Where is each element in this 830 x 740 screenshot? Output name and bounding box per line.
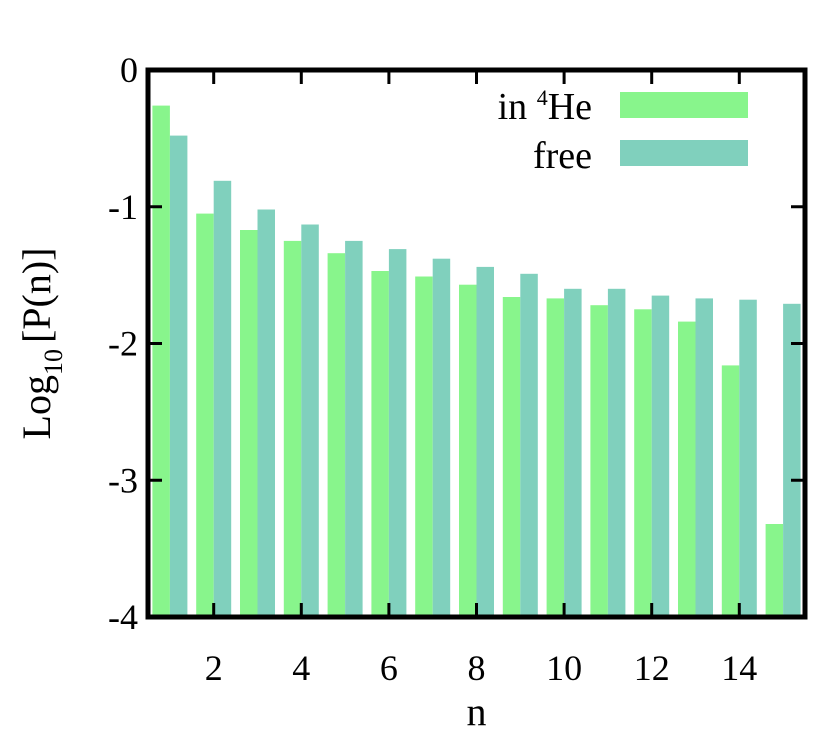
bar-free-n1	[169, 135, 188, 617]
x-axis-title: n	[467, 689, 487, 734]
bar-free-n14	[739, 299, 757, 617]
bar-free-n13	[695, 298, 713, 617]
bar-in-he-n3	[240, 230, 258, 617]
bar-in-he-n9	[502, 297, 521, 617]
legend-swatch-in-he	[620, 92, 748, 118]
bars-group	[152, 105, 801, 618]
bar-in-he-n8	[459, 284, 477, 617]
bar-free-n15	[783, 303, 801, 617]
y-tick-label: -4	[108, 597, 138, 637]
bar-free-n6	[388, 249, 407, 617]
ticks-group: 0 -1 -2 -3 -4 2 4 6 8 10 12 14	[108, 50, 805, 688]
legend: in 4He free	[498, 85, 748, 177]
bar-free-n11	[607, 288, 626, 617]
x-tick-label: 6	[380, 648, 398, 688]
bar-in-he-n5	[327, 253, 346, 617]
bar-in-he-n14	[721, 365, 740, 617]
bar-free-n5	[345, 240, 363, 617]
bar-free-n12	[651, 295, 670, 617]
y-tick-label: 0	[120, 50, 138, 90]
bar-free-n7	[432, 258, 451, 617]
bar-in-he-n2	[196, 213, 214, 617]
bar-in-he-n4	[283, 240, 302, 617]
bar-free-n4	[301, 224, 319, 617]
bar-in-he-n1	[152, 105, 170, 617]
bar-in-he-n10	[546, 298, 565, 617]
bar-in-he-n7	[415, 276, 433, 617]
x-tick-label: 14	[721, 648, 757, 688]
bar-in-he-n6	[371, 271, 389, 617]
plot-frame	[145, 67, 808, 620]
bar-free-n8	[476, 266, 494, 617]
y-tick-label: -2	[108, 324, 138, 364]
bar-free-n2	[213, 180, 232, 618]
x-tick-label: 2	[205, 648, 223, 688]
bar-free-n3	[257, 209, 275, 617]
bar-in-he-n11	[590, 305, 608, 617]
x-tick-label: 12	[634, 648, 670, 688]
legend-swatch-free	[620, 140, 748, 166]
bar-in-he-n15	[765, 524, 784, 617]
x-tick-label: 4	[292, 648, 310, 688]
bar-free-n10	[564, 288, 582, 617]
y-tick-label: -3	[108, 460, 138, 500]
legend-label-free: free	[533, 135, 592, 177]
bar-in-he-n12	[634, 309, 652, 617]
y-tick-label: -1	[108, 187, 138, 227]
legend-label-in-he: in 4He	[498, 85, 592, 128]
bar-in-he-n13	[678, 321, 696, 617]
bar-free-n9	[520, 273, 538, 617]
y-axis-title: Log10[P(n)]	[14, 248, 68, 440]
x-tick-label: 8	[468, 648, 486, 688]
x-tick-label: 10	[546, 648, 582, 688]
